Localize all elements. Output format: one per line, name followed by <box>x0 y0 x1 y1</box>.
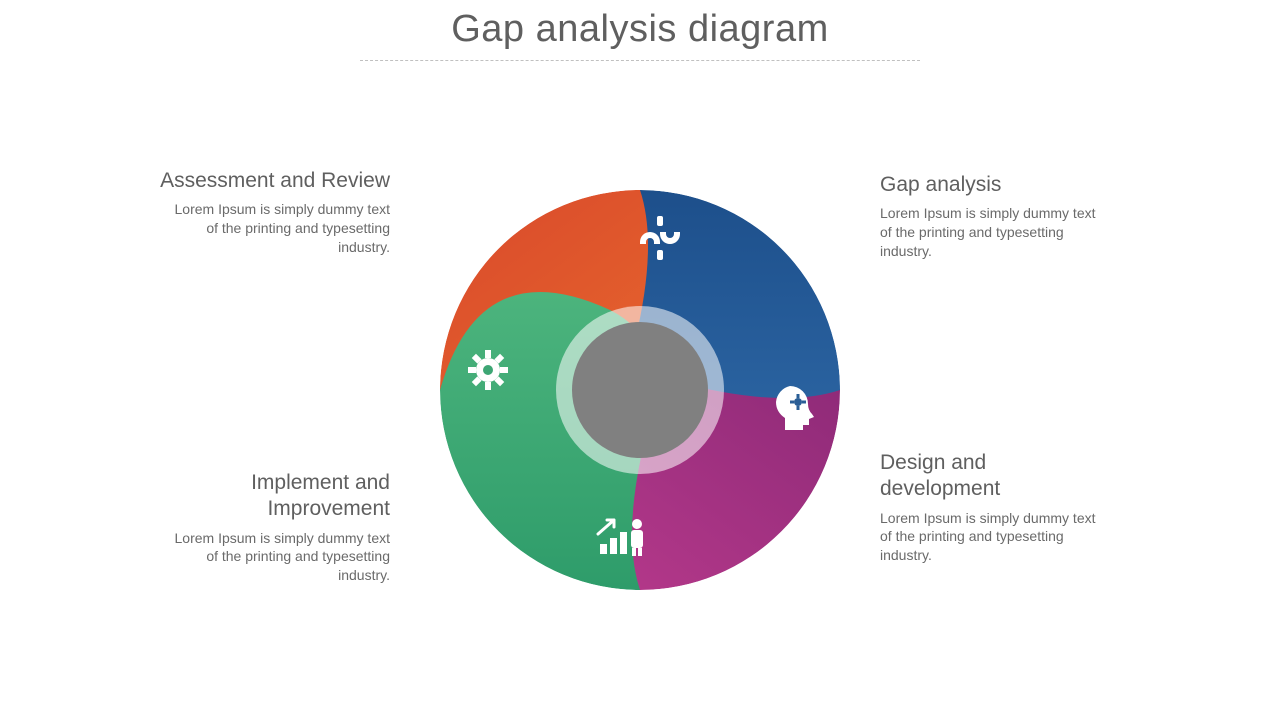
pinwheel-diagram <box>0 0 1280 720</box>
label-gap-analysis: Gap analysis Lorem Ipsum is simply dummy… <box>880 172 1110 261</box>
label-body: Lorem Ipsum is simply dummy text of the … <box>880 204 1110 261</box>
label-title: Gap analysis <box>880 172 1110 198</box>
label-title: Design and development <box>880 450 1110 503</box>
label-body: Lorem Ipsum is simply dummy text of the … <box>160 200 390 257</box>
label-body: Lorem Ipsum is simply dummy text of the … <box>160 529 390 586</box>
label-body: Lorem Ipsum is simply dummy text of the … <box>880 509 1110 566</box>
gear-icon <box>468 350 508 390</box>
label-title: Assessment and Review <box>160 168 390 194</box>
label-design-development: Design and development Lorem Ipsum is si… <box>880 450 1110 565</box>
label-title: Implement and Improvement <box>160 470 390 523</box>
hub-core <box>572 322 708 458</box>
label-implement-improvement: Implement and Improvement Lorem Ipsum is… <box>160 470 390 585</box>
label-assessment-review: Assessment and Review Lorem Ipsum is sim… <box>160 168 390 257</box>
